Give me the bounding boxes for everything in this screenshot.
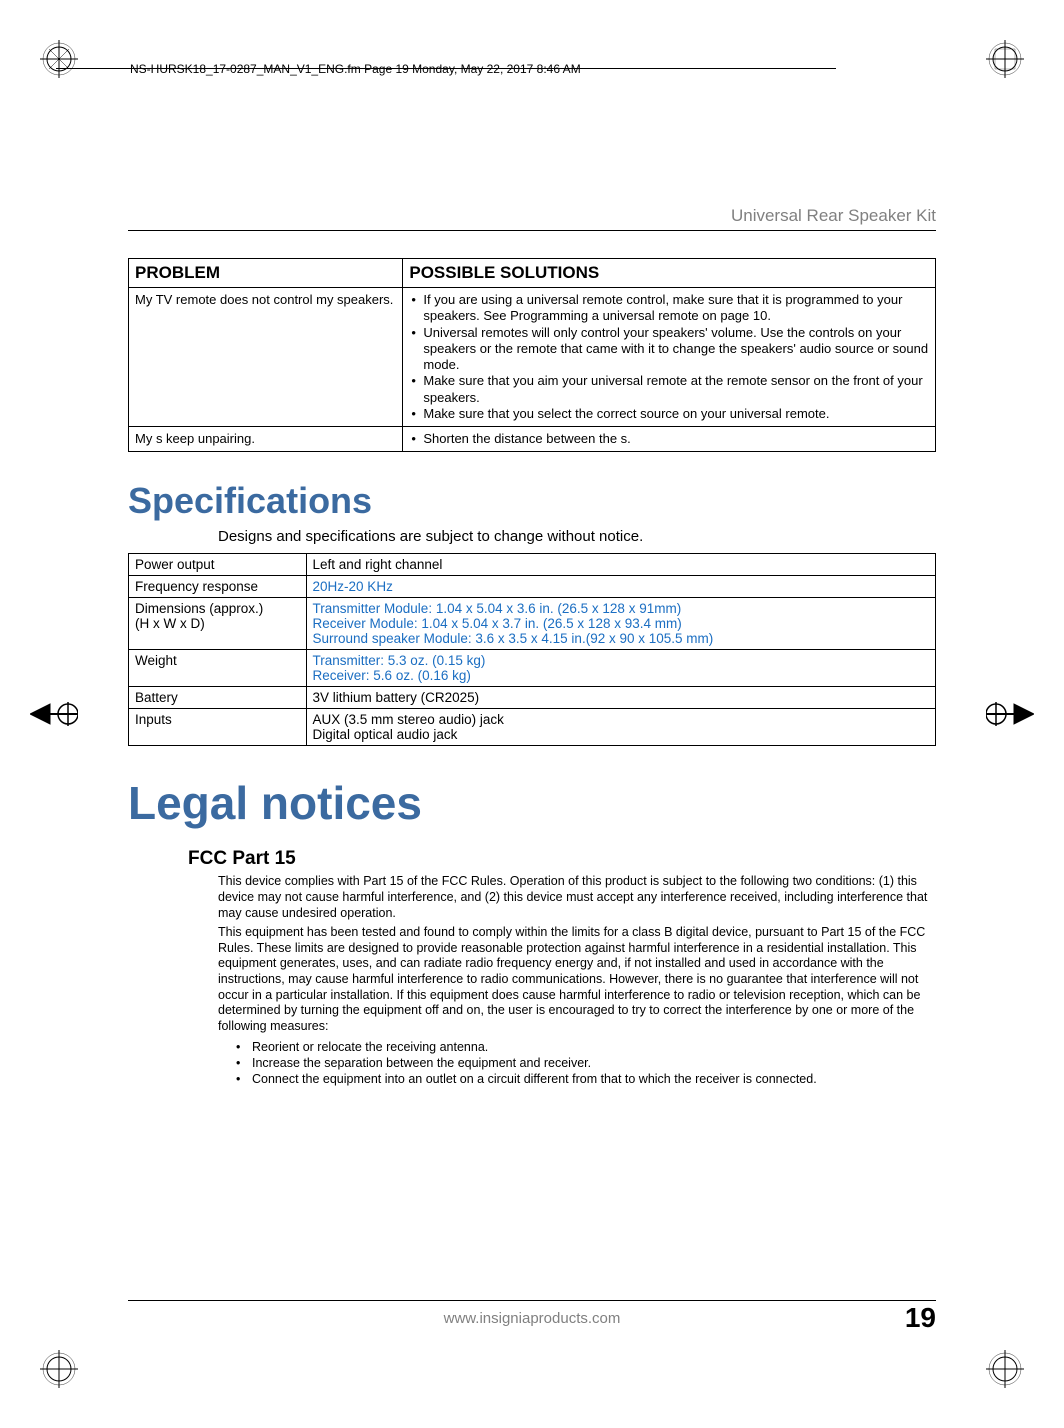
crop-mark-icon: [984, 1348, 1026, 1390]
problem-table: PROBLEM POSSIBLE SOLUTIONS My TV remote …: [128, 258, 936, 452]
spec-label: Inputs: [129, 709, 307, 746]
fcc-paragraph: This device complies with Part 15 of the…: [218, 874, 936, 921]
doc-title: Universal Rear Speaker Kit: [731, 206, 936, 226]
spec-value: Left and right channel: [306, 554, 935, 576]
header-filename: NS-HURSK18_17-0287_MAN_V1_ENG.fm Page 19…: [130, 62, 581, 76]
spec-label: Dimensions (approx.) (H x W x D): [129, 598, 307, 650]
spec-line: AUX (3.5 mm stereo audio) jack: [313, 712, 929, 727]
spec-label: Frequency response: [129, 576, 307, 598]
solutions-cell: Shorten the distance between the s.: [403, 427, 936, 452]
spec-label-text: Dimensions (approx.) (H x W x D): [135, 601, 263, 631]
fcc-heading: FCC Part 15: [188, 848, 936, 870]
spec-line: Surround speaker Module: 3.6 x 3.5 x 4.1…: [313, 631, 929, 646]
spec-label: Weight: [129, 650, 307, 687]
spec-line: Transmitter: 5.3 oz. (0.15 kg): [313, 653, 929, 668]
fcc-bullet: Reorient or relocate the receiving anten…: [236, 1039, 936, 1055]
side-mark-icon: [30, 694, 78, 739]
spec-value: 3V lithium battery (CR2025): [306, 687, 935, 709]
footer-page-number: 19: [905, 1302, 936, 1334]
crop-mark-icon: [38, 1348, 80, 1390]
fcc-paragraph: This equipment has been tested and found…: [218, 925, 936, 1034]
spec-value: Transmitter Module: 1.04 x 5.04 x 3.6 in…: [306, 598, 935, 650]
spec-value: 20Hz-20 KHz: [306, 576, 935, 598]
solution-item: If you are using a universal remote cont…: [409, 292, 929, 325]
problem-cell: My s keep unpairing.: [129, 427, 403, 452]
footer-rule: [128, 1300, 936, 1301]
solutions-cell: If you are using a universal remote cont…: [403, 288, 936, 427]
spec-line: Receiver Module: 1.04 x 5.04 x 3.7 in. (…: [313, 616, 929, 631]
side-mark-icon: [986, 694, 1034, 739]
spec-line: Receiver: 5.6 oz. (0.16 kg): [313, 668, 929, 683]
fcc-bullet: Connect the equipment into an outlet on …: [236, 1071, 936, 1087]
solution-item: Make sure that you aim your universal re…: [409, 373, 929, 406]
spec-table: Power output Left and right channel Freq…: [128, 553, 936, 746]
specifications-heading: Specifications: [128, 480, 936, 522]
solution-item: Shorten the distance between the s.: [409, 431, 929, 447]
specifications-subtitle: Designs and specifications are subject t…: [218, 528, 936, 545]
spec-line: Digital optical audio jack: [313, 727, 929, 742]
crop-mark-icon: [38, 38, 80, 80]
fcc-bullet: Increase the separation between the equi…: [236, 1055, 936, 1071]
legal-heading: Legal notices: [128, 776, 936, 830]
solution-item: Universal remotes will only control your…: [409, 325, 929, 374]
solution-item: Make sure that you select the correct so…: [409, 406, 929, 422]
solutions-header: POSSIBLE SOLUTIONS: [403, 259, 936, 288]
fcc-body: This device complies with Part 15 of the…: [218, 874, 936, 1087]
spec-label: Battery: [129, 687, 307, 709]
spec-value: AUX (3.5 mm stereo audio) jack Digital o…: [306, 709, 935, 746]
problem-header: PROBLEM: [129, 259, 403, 288]
spec-line: Transmitter Module: 1.04 x 5.04 x 3.6 in…: [313, 601, 929, 616]
problem-cell: My TV remote does not control my speaker…: [129, 288, 403, 427]
crop-mark-icon: [984, 38, 1026, 80]
title-rule: [128, 230, 936, 231]
spec-value: Transmitter: 5.3 oz. (0.15 kg) Receiver:…: [306, 650, 935, 687]
spec-label: Power output: [129, 554, 307, 576]
